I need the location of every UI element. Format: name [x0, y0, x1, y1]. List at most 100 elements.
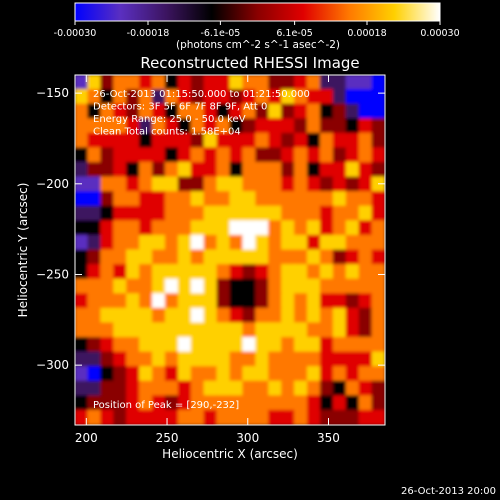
heatmap-cell: [126, 351, 141, 368]
heatmap-cell: [229, 264, 244, 280]
heatmap-cell: [307, 337, 321, 353]
heatmap-cell: [255, 249, 270, 266]
heatmap-cell: [152, 103, 166, 120]
heatmap-cell: [371, 75, 385, 91]
heatmap-cell: [371, 307, 385, 324]
heatmap-cell: [139, 395, 153, 411]
heatmap-cell: [255, 395, 270, 411]
heatmap-cell: [294, 89, 308, 105]
heatmap-cell: [203, 380, 218, 397]
image-annotations: 26-Oct-2013 01:15:50.000 to 01:21:50.000…: [93, 89, 310, 138]
heatmap-cell: [294, 103, 308, 120]
heatmap-cell: [255, 351, 270, 368]
annotation-line: Energy Range: 25.0 - 50.0 keV: [93, 114, 246, 125]
heatmap-cell: [332, 351, 347, 368]
heatmap-cell: [229, 176, 244, 193]
heatmap-cell: [242, 395, 257, 411]
heatmap-cell: [164, 75, 179, 91]
heatmap-cell: [332, 409, 347, 425]
heatmap-cell: [294, 337, 308, 353]
heatmap-cell: [203, 234, 218, 251]
heatmap-cell: [152, 264, 166, 280]
heatmap-cell: [152, 322, 166, 338]
heatmap-cell: [203, 264, 218, 280]
heatmap-cell: [139, 380, 153, 397]
heatmap-cell: [294, 249, 308, 266]
heatmap-cell: [216, 147, 231, 163]
heatmap-cell: [100, 249, 115, 266]
heatmap-cell: [216, 307, 231, 324]
heatmap-cell: [345, 366, 360, 382]
heatmap-cell: [371, 176, 385, 193]
heatmap-cell: [113, 249, 128, 266]
y-tick-label: −200: [36, 177, 69, 191]
heatmap-cell: [358, 264, 373, 280]
heatmap-cell: [75, 75, 89, 91]
heatmap-cell: [358, 89, 373, 105]
heatmap-cell: [345, 380, 360, 397]
heatmap-cell: [371, 220, 385, 236]
heatmap-cell: [242, 249, 257, 266]
heatmap-cell: [75, 191, 89, 207]
heatmap-cell: [203, 395, 218, 411]
heatmap-cell: [345, 75, 360, 91]
heatmap-cell: [113, 278, 128, 295]
heatmap-cell: [268, 307, 283, 324]
heatmap-cell: [358, 176, 373, 193]
heatmap-cell: [268, 293, 283, 309]
heatmap-cell: [229, 220, 244, 236]
heatmap-cell: [203, 220, 218, 236]
heatmap-cell: [294, 75, 308, 91]
heatmap-cell: [371, 249, 385, 266]
heatmap-cell: [332, 249, 347, 266]
heatmap-cell: [75, 351, 89, 368]
heatmap-cell: [113, 191, 128, 207]
heatmap-cell: [126, 249, 141, 266]
heatmap-cell: [113, 409, 128, 425]
heatmap-cell: [345, 103, 360, 120]
heatmap-cell: [345, 409, 360, 425]
heatmap-cell: [113, 337, 128, 353]
heatmap-cell: [268, 162, 283, 178]
heatmap-cell: [255, 234, 270, 251]
heatmap-cell: [216, 366, 231, 382]
heatmap-cell: [242, 293, 257, 309]
heatmap-cell: [164, 322, 179, 338]
heatmap-cell: [203, 278, 218, 295]
heatmap-cell: [332, 118, 347, 134]
heatmap-cell: [332, 176, 347, 193]
heatmap-cell: [113, 351, 128, 368]
heatmap-cell: [307, 176, 321, 193]
heatmap-cell: [177, 205, 192, 222]
heatmap-cell: [319, 366, 334, 382]
heatmap-cell: [113, 234, 128, 251]
heatmap-cell: [87, 205, 102, 222]
heatmap-cell: [358, 147, 373, 163]
heatmap-cell: [242, 89, 257, 105]
heatmap-cell: [371, 205, 385, 222]
heatmap-cell: [358, 395, 373, 411]
plot-frame: [74, 74, 386, 426]
colorbar-tick-label: 0.00030: [420, 28, 459, 39]
heatmap-cell: [294, 205, 308, 222]
heatmap-cell: [294, 118, 308, 134]
heatmap-cell: [139, 89, 153, 105]
heatmap-cell: [358, 366, 373, 382]
heatmap-cell: [113, 103, 128, 120]
heatmap-cell: [87, 293, 102, 309]
heatmap-cell: [345, 264, 360, 280]
heatmap-cell: [307, 307, 321, 324]
heatmap-cell: [75, 220, 89, 236]
heatmap-cell: [229, 191, 244, 207]
heatmap-cell: [319, 351, 334, 368]
heatmap-cell: [87, 264, 102, 280]
heatmap-cell: [152, 366, 166, 382]
colorbar: -0.00030 -0.00018 -6.1e-05 6.1e-05 0.00018 0.…: [54, 2, 460, 51]
heatmap-cell: [75, 249, 89, 266]
heatmap-cell: [113, 176, 128, 193]
heatmap-cell: [345, 293, 360, 309]
heatmap-cell: [164, 176, 179, 193]
heatmap-cell: [371, 89, 385, 105]
heatmap-cell: [332, 103, 347, 120]
